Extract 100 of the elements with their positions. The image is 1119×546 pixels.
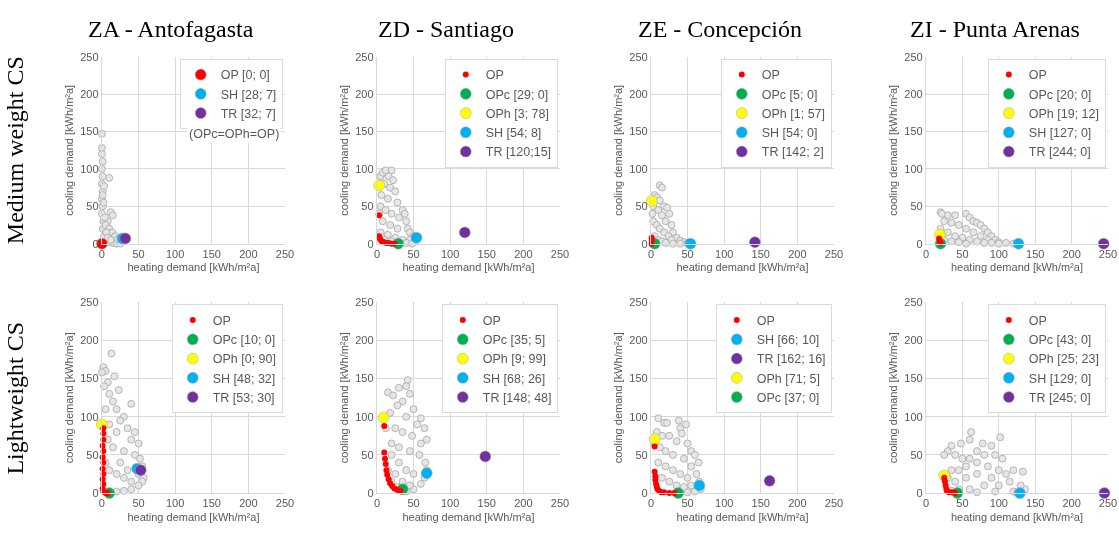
legend-label: OPh [3; 78]: [485, 106, 549, 121]
y-tick-label: 250: [355, 50, 374, 63]
y-tick-label: 250: [629, 296, 648, 309]
y-tick-label: 0: [367, 237, 374, 250]
legend-label: TR [244; 0]: [1028, 145, 1091, 160]
legend-label: OPc [37; 0]: [756, 390, 820, 405]
legend-label: TR [142; 2]: [761, 145, 824, 160]
legend-label: OPc [5; 0]: [761, 87, 818, 102]
legend-label: TR [162; 16]: [756, 352, 826, 367]
x-axis-title: heating demand [kWh/m²a]: [676, 510, 809, 523]
y-axis-title: cooling demand [kWh/m²a]: [337, 84, 350, 216]
x-tick-label: 150: [477, 248, 496, 261]
y-tick-label: 150: [904, 372, 923, 385]
legend-label: SH [48; 32]: [212, 371, 276, 386]
y-axis-title: cooling demand [kWh/m²a]: [611, 84, 624, 216]
legend-label: SH [68; 26]: [482, 371, 546, 386]
y-tick-label: 0: [641, 486, 648, 499]
y-tick-label: 250: [80, 296, 99, 309]
y-tick-label: 100: [355, 410, 374, 423]
chart-title: ZI - Punta Arenas: [910, 16, 1080, 42]
x-tick-label: 100: [165, 497, 185, 510]
x-tick-label: 100: [440, 497, 460, 510]
y-axis-title: cooling demand [kWh/m²a]: [611, 332, 624, 464]
y-tick-label: 200: [904, 88, 923, 101]
legend-label: TR [120;15]: [485, 145, 552, 160]
legend-label: SH [127; 0]: [1028, 126, 1092, 141]
legend-label: OPc [20; 0]: [1028, 87, 1092, 102]
y-tick-label: 0: [367, 486, 374, 499]
legend-label: OPh [1; 57]: [761, 106, 826, 121]
x-tick-label: 150: [751, 497, 770, 510]
y-tick-label: 150: [80, 372, 99, 385]
y-tick-label: 200: [629, 88, 648, 101]
x-tick-label: 200: [788, 248, 807, 261]
x-tick-label: 50: [132, 248, 145, 261]
y-axis-title: cooling demand [kWh/m²a]: [886, 84, 899, 216]
text: Lightweight CS: [2, 321, 29, 475]
legend-label: OP: [1028, 68, 1047, 83]
chart-title: ZE - Concepción: [638, 16, 802, 42]
y-tick-label: 150: [355, 372, 374, 385]
y-tick-label: 0: [92, 486, 99, 499]
x-tick-label: 200: [239, 497, 258, 510]
legend-label: TR [245; 0]: [1028, 390, 1091, 405]
x-tick-label: 250: [275, 248, 295, 261]
y-tick-label: 0: [916, 486, 923, 499]
legend-label: TR [32; 7]: [220, 106, 276, 121]
y-tick-label: 250: [629, 50, 648, 63]
x-tick-label: 250: [550, 497, 570, 510]
y-tick-label: 150: [355, 125, 374, 138]
y-axis-title: cooling demand [kWh/m²a]: [337, 332, 350, 464]
x-tick-label: 250: [275, 497, 295, 510]
y-tick-label: 100: [904, 410, 923, 423]
x-tick-label: 200: [1062, 497, 1081, 510]
legend-label: OP: [485, 68, 504, 83]
x-tick-label: 50: [132, 497, 145, 510]
y-tick-label: 50: [635, 448, 648, 461]
x-tick-label: 150: [477, 497, 496, 510]
y-tick-label: 150: [629, 125, 648, 138]
x-axis-title: heating demand [kWh/m²a]: [127, 510, 260, 523]
y-tick-label: 50: [361, 448, 374, 461]
legend-label: OP: [1028, 313, 1047, 328]
y-tick-label: 50: [86, 448, 99, 461]
y-tick-label: 200: [629, 334, 648, 347]
y-axis-title: cooling demand [kWh/m²a]: [886, 332, 899, 464]
x-tick-label: 200: [1062, 248, 1081, 261]
y-tick-label: 0: [92, 237, 99, 250]
x-tick-label: 100: [715, 497, 734, 510]
chart-title: ZD - Santiago: [378, 16, 514, 42]
legend-label: OPh [9; 99]: [482, 352, 546, 367]
text: Medium weight CS: [1, 56, 28, 245]
legend-label: OPc [35; 5]: [482, 333, 546, 348]
legend-label: OPh [25; 23]: [1028, 352, 1099, 367]
y-tick-label: 250: [355, 296, 374, 309]
x-tick-label: 50: [681, 497, 694, 510]
y-tick-label: 100: [629, 162, 648, 175]
legend-label: OP: [756, 313, 775, 328]
y-tick-label: 50: [361, 200, 374, 213]
legend-label: OP: [761, 68, 780, 83]
legend-label: SH [66; 10]: [756, 333, 820, 348]
y-axis-title: cooling demand [kWh/m²a]: [62, 332, 75, 464]
x-tick-label: 150: [1026, 248, 1045, 261]
x-tick-label: 100: [440, 248, 460, 261]
x-tick-label: 100: [165, 248, 185, 261]
x-tick-label: 250: [1098, 497, 1118, 510]
x-tick-label: 200: [239, 248, 258, 261]
x-axis-title: heating demand [kWh/m²a]: [402, 510, 535, 523]
legend-label: TR [148; 48]: [482, 390, 552, 405]
y-tick-label: 200: [80, 88, 99, 101]
x-tick-label: 150: [202, 248, 221, 261]
y-tick-label: 200: [80, 334, 99, 347]
y-tick-label: 0: [916, 237, 923, 250]
x-tick-label: 250: [550, 248, 570, 261]
legend-label: OPh [19; 12]: [1028, 106, 1099, 121]
x-tick-label: 100: [989, 248, 1008, 261]
y-axis-title: cooling demand [kWh/m²a]: [62, 84, 75, 216]
y-tick-label: 150: [629, 372, 648, 385]
y-tick-label: 200: [355, 334, 374, 347]
legend-label: OP: [212, 313, 231, 328]
x-tick-label: 250: [1098, 248, 1118, 261]
legend-label: OP [0; 0]: [220, 68, 270, 83]
y-tick-label: 100: [80, 410, 99, 423]
